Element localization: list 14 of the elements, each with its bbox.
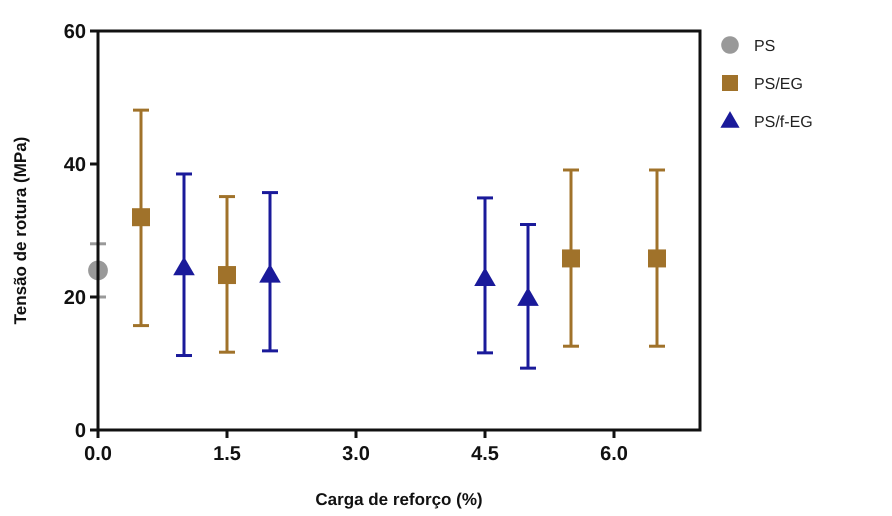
x-tick-label: 0.0 bbox=[84, 443, 112, 465]
legend-label: PS/f-EG bbox=[754, 114, 813, 131]
legend-label: PS/EG bbox=[754, 76, 803, 93]
x-tick-label: 3.0 bbox=[342, 443, 370, 465]
x-tick-label: 4.5 bbox=[471, 443, 499, 465]
y-tick-label: 20 bbox=[64, 287, 86, 309]
x-axis-title: Carga de reforço (%) bbox=[315, 490, 483, 509]
legend-label: PS bbox=[754, 38, 776, 55]
y-tick-label: 0 bbox=[74, 420, 86, 442]
y-tick-label: 60 bbox=[64, 21, 86, 43]
x-tick-label: 1.5 bbox=[213, 443, 241, 465]
x-tick-label: 6.0 bbox=[600, 443, 628, 465]
y-tick-label: 40 bbox=[64, 154, 86, 176]
y-axis-title: Tensão de rotura (MPa) bbox=[11, 136, 30, 324]
